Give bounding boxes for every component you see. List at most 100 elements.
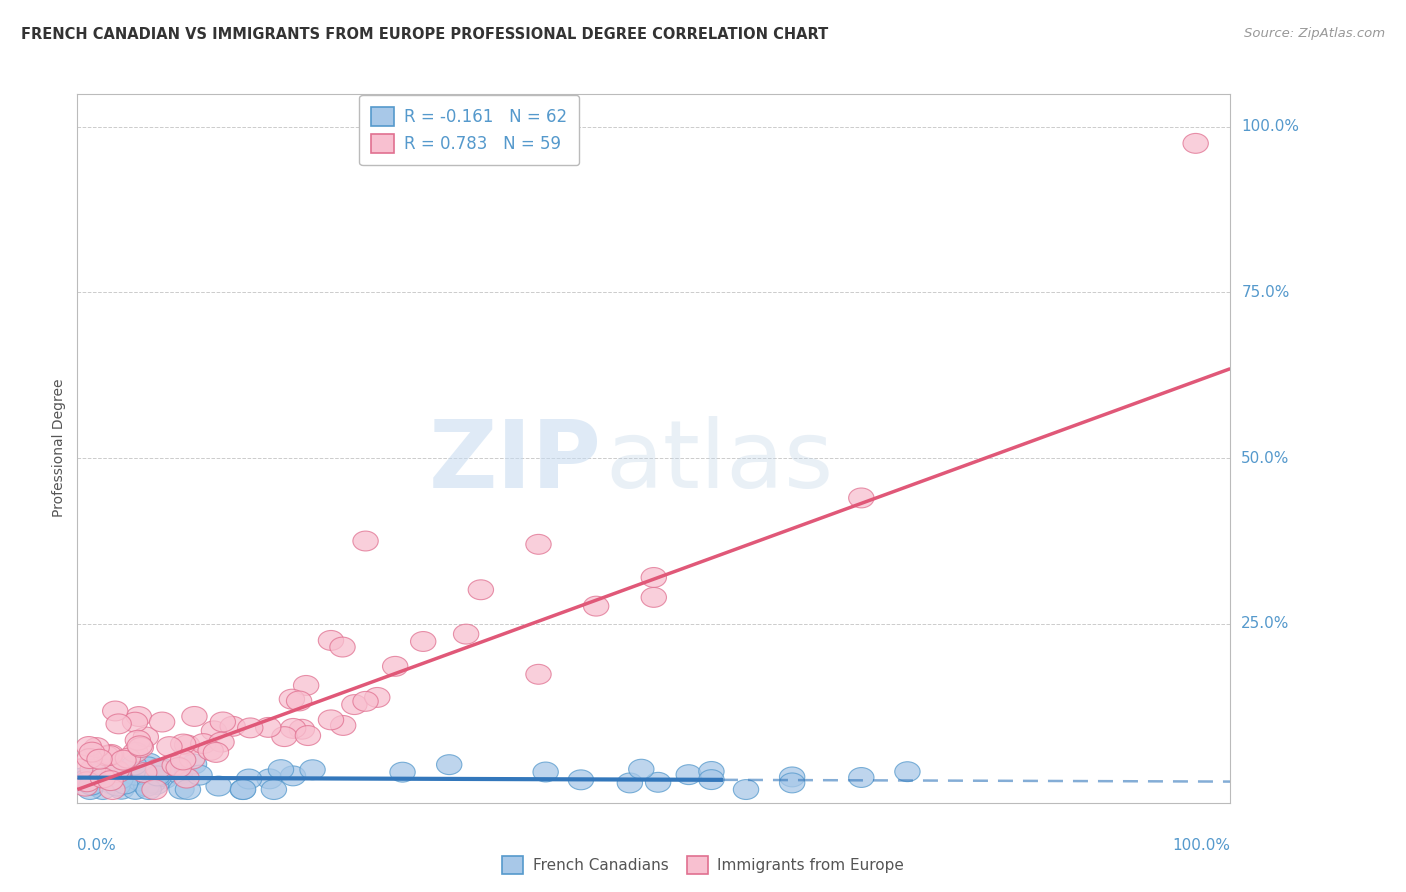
Ellipse shape	[128, 738, 153, 757]
Ellipse shape	[526, 665, 551, 684]
Ellipse shape	[149, 712, 174, 732]
Ellipse shape	[330, 637, 356, 657]
Ellipse shape	[127, 771, 152, 790]
Ellipse shape	[205, 776, 231, 796]
Ellipse shape	[382, 657, 408, 676]
Ellipse shape	[135, 757, 160, 777]
Ellipse shape	[645, 772, 671, 792]
Text: 100.0%: 100.0%	[1173, 838, 1230, 854]
Ellipse shape	[181, 754, 207, 774]
Ellipse shape	[87, 749, 112, 769]
Ellipse shape	[104, 776, 129, 796]
Ellipse shape	[170, 750, 195, 770]
Ellipse shape	[181, 706, 207, 726]
Ellipse shape	[76, 772, 101, 793]
Ellipse shape	[98, 771, 124, 790]
Ellipse shape	[389, 763, 415, 782]
Ellipse shape	[238, 718, 263, 738]
Ellipse shape	[699, 770, 724, 789]
Text: FRENCH CANADIAN VS IMMIGRANTS FROM EUROPE PROFESSIONAL DEGREE CORRELATION CHART: FRENCH CANADIAN VS IMMIGRANTS FROM EUROP…	[21, 27, 828, 42]
Ellipse shape	[94, 746, 120, 765]
Ellipse shape	[134, 777, 159, 797]
Ellipse shape	[568, 770, 593, 789]
Ellipse shape	[108, 769, 134, 789]
Ellipse shape	[280, 718, 307, 739]
Ellipse shape	[152, 759, 177, 779]
Ellipse shape	[132, 763, 157, 782]
Text: Source: ZipAtlas.com: Source: ZipAtlas.com	[1244, 27, 1385, 40]
Text: 75.0%: 75.0%	[1241, 285, 1289, 300]
Ellipse shape	[533, 762, 558, 782]
Ellipse shape	[84, 738, 110, 757]
Ellipse shape	[103, 701, 128, 721]
Ellipse shape	[676, 764, 702, 785]
Ellipse shape	[198, 740, 224, 760]
Ellipse shape	[98, 745, 124, 764]
Ellipse shape	[1182, 134, 1208, 153]
Ellipse shape	[149, 761, 174, 780]
Text: atlas: atlas	[606, 417, 834, 508]
Ellipse shape	[318, 710, 343, 730]
Ellipse shape	[115, 748, 141, 768]
Text: 25.0%: 25.0%	[1241, 616, 1289, 632]
Ellipse shape	[77, 780, 103, 799]
Ellipse shape	[299, 760, 325, 780]
Ellipse shape	[290, 719, 315, 739]
Ellipse shape	[894, 762, 920, 781]
Ellipse shape	[136, 754, 162, 773]
Ellipse shape	[849, 767, 875, 788]
Ellipse shape	[93, 768, 118, 788]
Ellipse shape	[364, 688, 389, 707]
Ellipse shape	[166, 757, 191, 778]
Legend: R = -0.161   N = 62, R = 0.783   N = 59: R = -0.161 N = 62, R = 0.783 N = 59	[360, 95, 579, 165]
Ellipse shape	[468, 580, 494, 599]
Ellipse shape	[91, 759, 117, 780]
Ellipse shape	[97, 746, 122, 765]
Text: 50.0%: 50.0%	[1241, 450, 1289, 466]
Ellipse shape	[849, 488, 875, 508]
Ellipse shape	[156, 737, 183, 756]
Ellipse shape	[287, 691, 312, 711]
Ellipse shape	[231, 780, 256, 799]
Ellipse shape	[111, 750, 136, 770]
Ellipse shape	[280, 690, 305, 709]
Legend: French Canadians, Immigrants from Europe: French Canadians, Immigrants from Europe	[496, 850, 910, 880]
Ellipse shape	[641, 567, 666, 588]
Ellipse shape	[69, 768, 94, 789]
Ellipse shape	[166, 759, 191, 780]
Ellipse shape	[105, 763, 131, 782]
Ellipse shape	[209, 732, 235, 752]
Ellipse shape	[127, 706, 152, 726]
Ellipse shape	[145, 766, 170, 786]
Ellipse shape	[174, 735, 200, 755]
Ellipse shape	[271, 727, 297, 747]
Ellipse shape	[75, 772, 100, 792]
Ellipse shape	[90, 768, 115, 788]
Ellipse shape	[122, 780, 148, 799]
Ellipse shape	[142, 780, 167, 799]
Ellipse shape	[122, 742, 148, 763]
Ellipse shape	[125, 731, 150, 750]
Ellipse shape	[436, 755, 463, 774]
Ellipse shape	[134, 727, 159, 747]
Ellipse shape	[105, 714, 131, 734]
Ellipse shape	[180, 749, 205, 769]
Ellipse shape	[779, 767, 804, 787]
Ellipse shape	[187, 765, 212, 785]
Ellipse shape	[353, 691, 378, 711]
Ellipse shape	[411, 632, 436, 651]
Ellipse shape	[73, 776, 98, 797]
Ellipse shape	[141, 773, 166, 793]
Ellipse shape	[454, 624, 479, 644]
Ellipse shape	[295, 725, 321, 746]
Ellipse shape	[162, 756, 187, 775]
Ellipse shape	[583, 596, 609, 616]
Ellipse shape	[353, 531, 378, 551]
Ellipse shape	[76, 737, 101, 756]
Ellipse shape	[100, 780, 125, 799]
Ellipse shape	[294, 675, 319, 696]
Ellipse shape	[236, 769, 262, 789]
Ellipse shape	[101, 761, 127, 780]
Ellipse shape	[112, 774, 138, 794]
Ellipse shape	[318, 631, 343, 650]
